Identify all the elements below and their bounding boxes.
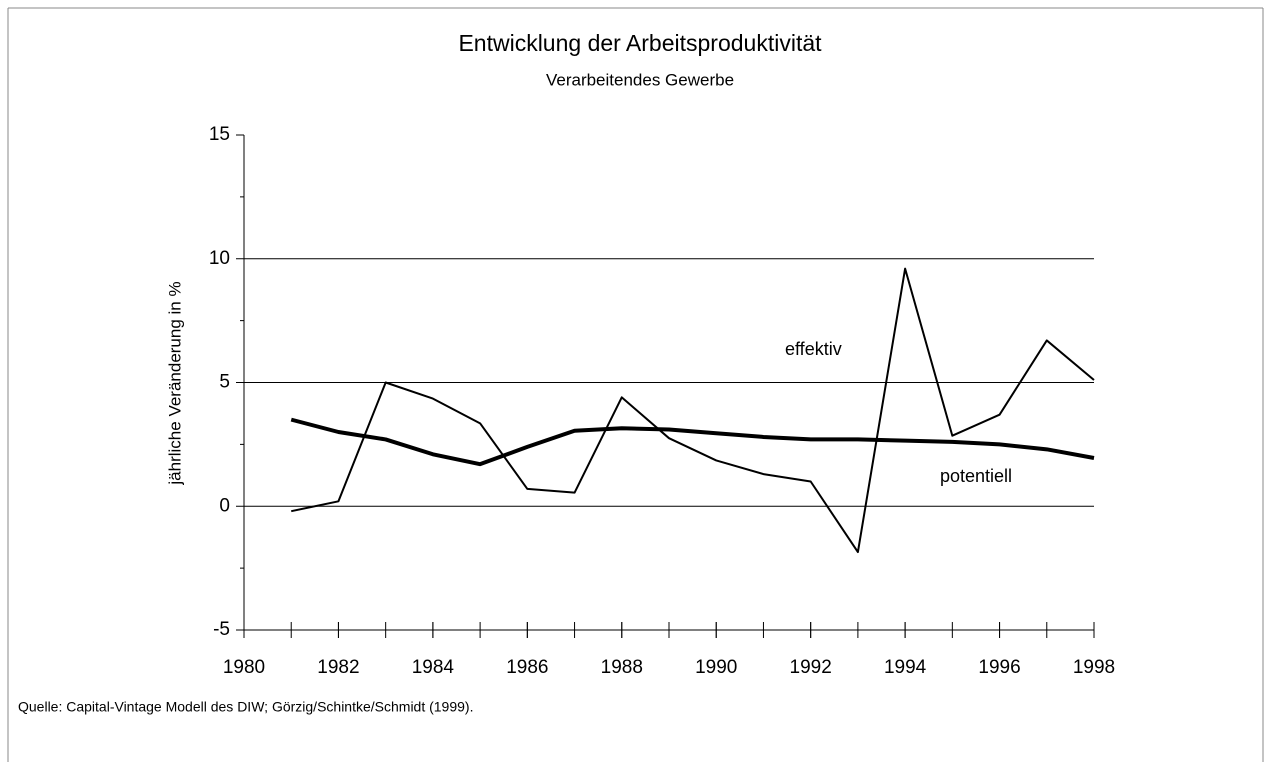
x-tick-label: 1982 [317,657,359,678]
source-note: Quelle: Capital-Vintage Modell des DIW; … [18,699,473,715]
x-tick-label: 1984 [412,657,455,678]
line-series [290,417,1095,467]
x-tick-label: 1980 [223,657,265,678]
chart-subtitle: Verarbeitendes Gewerbe [546,70,734,89]
x-tick-label: 1994 [884,657,927,678]
y-tick-label: -5 [213,619,230,640]
y-axis-label: jährliche Veränderung in % [165,281,184,485]
y-tick-label: 15 [209,124,230,145]
x-tick-label: 1998 [1073,657,1115,678]
x-tick-label: 1986 [506,657,548,678]
chart-title: Entwicklung der Arbeitsproduktivität [458,30,822,56]
series-label: potentiell [940,466,1012,486]
x-tick-label: 1996 [978,657,1020,678]
line-series [291,267,1095,554]
y-tick-label: 5 [219,372,230,393]
x-tick-label: 1990 [695,657,737,678]
y-tick-label: 0 [219,495,230,516]
x-tick-label: 1988 [601,657,643,678]
x-tick-label: 1992 [790,657,832,678]
series-label: effektiv [785,339,842,359]
y-tick-label: 10 [209,248,230,269]
